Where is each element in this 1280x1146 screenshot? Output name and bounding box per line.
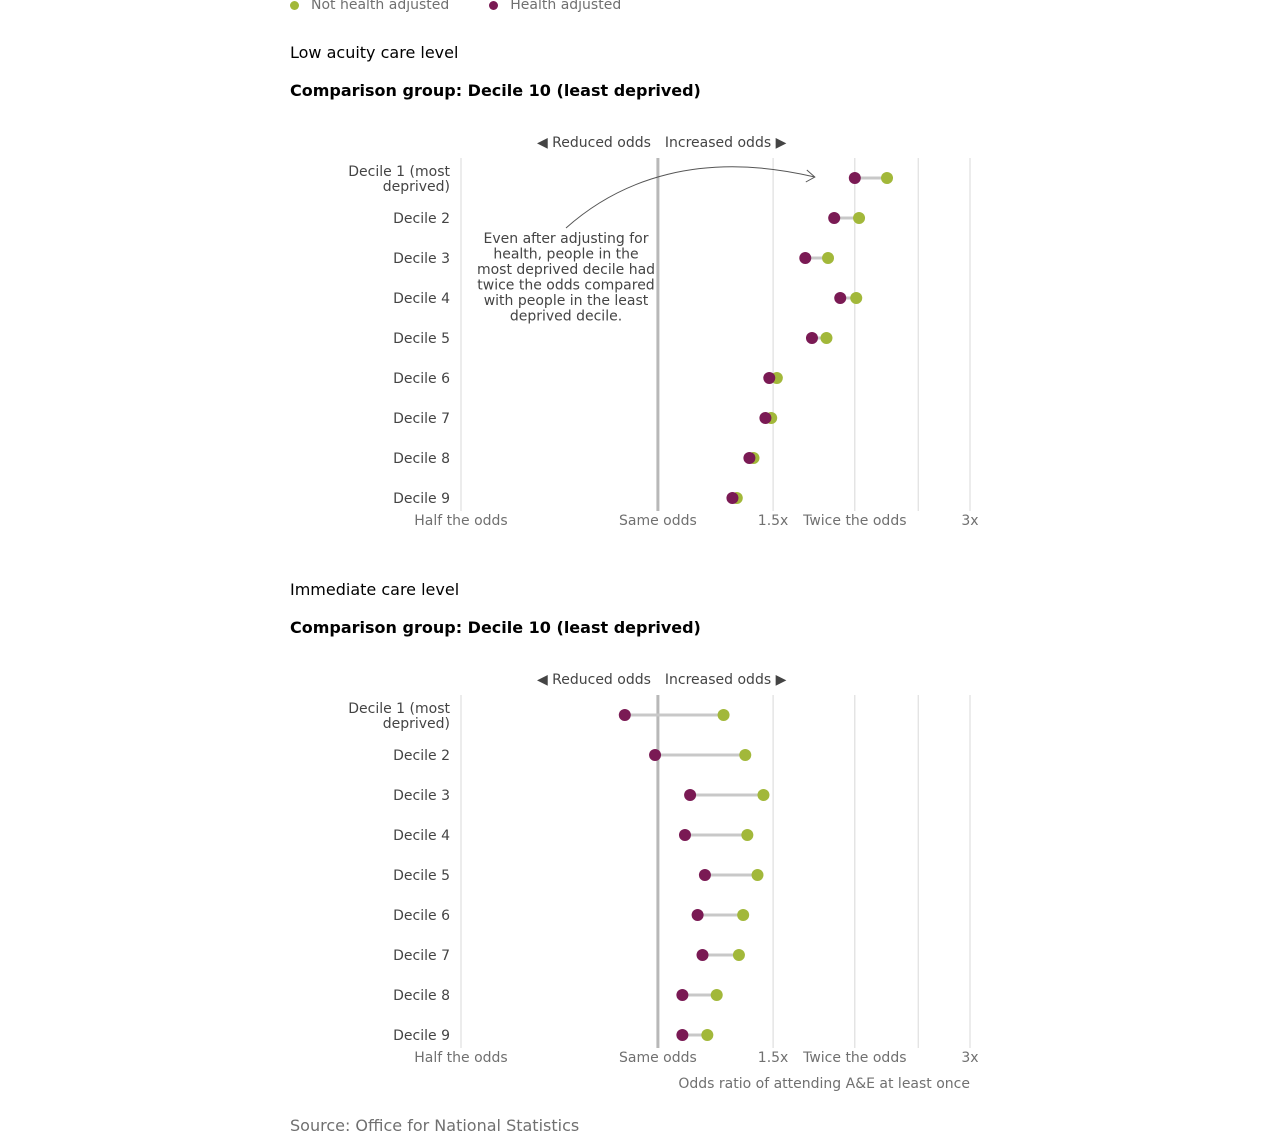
legend-item-not-adjusted: Not health adjusted [290, 0, 449, 13]
point-not-adjusted [822, 252, 835, 264]
direction-label-reduced: ◀ Reduced odds [537, 135, 651, 151]
category-label: Decile 3 [393, 788, 450, 804]
point-adjusted [684, 789, 697, 801]
x-tick-label: 3x [961, 1050, 978, 1066]
point-not-adjusted [741, 829, 754, 841]
category-label: Decile 2 [393, 211, 450, 227]
legend-label: Health adjusted [510, 0, 622, 13]
point-adjusted [828, 212, 841, 224]
x-tick-label: 1.5x [758, 513, 789, 529]
point-adjusted [759, 412, 772, 424]
category-label: Decile 8 [393, 451, 450, 467]
point-not-adjusted [737, 909, 750, 921]
point-adjusted [618, 709, 631, 721]
point-adjusted [848, 172, 861, 184]
x-tick-label: Same odds [619, 1050, 697, 1066]
point-adjusted [678, 829, 691, 841]
point-not-adjusted [751, 869, 764, 881]
x-axis-label: Odds ratio of attending A&E at least onc… [678, 1076, 970, 1092]
source-note: Source: Office for National Statistics [290, 1116, 580, 1135]
panel-title-immediate: Immediate care level [290, 580, 460, 599]
panel-subtitle-immediate: Comparison group: Decile 10 (least depri… [290, 618, 701, 637]
category-label: Decile 7 [393, 948, 450, 964]
x-tick-label: Half the odds [414, 1050, 507, 1066]
point-adjusted [805, 332, 818, 344]
x-tick-label: Same odds [619, 513, 697, 529]
x-tick-label: 3x [961, 513, 978, 529]
point-not-adjusted [820, 332, 833, 344]
direction-label-increased: Increased odds ▶ [665, 135, 787, 151]
x-tick-label: Twice the odds [802, 1050, 906, 1066]
category-label: Decile 9 [393, 1028, 450, 1044]
x-tick-label: Twice the odds [802, 513, 906, 529]
point-not-adjusted [732, 949, 745, 961]
x-tick-label: 1.5x [758, 1050, 789, 1066]
point-adjusted [834, 292, 847, 304]
point-not-adjusted [850, 292, 863, 304]
point-adjusted [799, 252, 812, 264]
category-label: Decile 5 [393, 868, 450, 884]
point-adjusted [726, 492, 739, 504]
point-adjusted [698, 869, 711, 881]
x-tick-label: Half the odds [414, 513, 507, 529]
legend-dot-adjusted-icon [489, 0, 499, 10]
category-label: Decile 9 [393, 491, 450, 507]
annotation-arrow [565, 166, 815, 229]
point-not-adjusted [881, 172, 894, 184]
point-not-adjusted [717, 709, 730, 721]
direction-label-reduced: ◀ Reduced odds [537, 672, 651, 688]
point-adjusted [696, 949, 709, 961]
category-label: Decile 8 [393, 988, 450, 1004]
point-adjusted [743, 452, 756, 464]
point-not-adjusted [710, 989, 723, 1001]
category-label: Decile 4 [393, 828, 450, 844]
point-adjusted [691, 909, 704, 921]
category-label: Decile 6 [393, 371, 450, 387]
point-not-adjusted [739, 749, 752, 761]
panel-subtitle-low-acuity: Comparison group: Decile 10 (least depri… [290, 81, 701, 100]
category-label: Decile 7 [393, 411, 450, 427]
legend-label: Not health adjusted [311, 0, 450, 13]
category-label: Decile 3 [393, 251, 450, 267]
legend-item-adjusted: Health adjusted [489, 0, 621, 13]
direction-label-increased: Increased odds ▶ [665, 672, 787, 688]
category-label: Decile 5 [393, 331, 450, 347]
legend: Not health adjusted Health adjusted [290, 0, 621, 13]
point-adjusted [763, 372, 776, 384]
point-adjusted [649, 749, 662, 761]
point-adjusted [676, 1029, 689, 1041]
category-label: Decile 1 (most deprived) [348, 164, 450, 195]
panel-title-low-acuity: Low acuity care level [290, 43, 459, 62]
point-not-adjusted [853, 212, 866, 224]
point-not-adjusted [701, 1029, 714, 1041]
point-not-adjusted [757, 789, 770, 801]
category-label: Decile 6 [393, 908, 450, 924]
legend-dot-not-adjusted-icon [290, 0, 299, 10]
category-label: Decile 2 [393, 748, 450, 764]
dumbbell-chart-low-acuity: ◀ Reduced odds Increased odds ▶ Half the o… [348, 135, 978, 529]
dumbbell-chart-immediate: ◀ Reduced odds Increased odds ▶ Half the o… [348, 672, 978, 1066]
category-label: Decile 1 (most deprived) [348, 701, 450, 732]
annotation-arrowhead-icon [805, 169, 816, 183]
point-adjusted [676, 989, 689, 1001]
category-label: Decile 4 [393, 291, 450, 307]
annotation-text: Even after adjusting for health, people i… [477, 231, 655, 325]
